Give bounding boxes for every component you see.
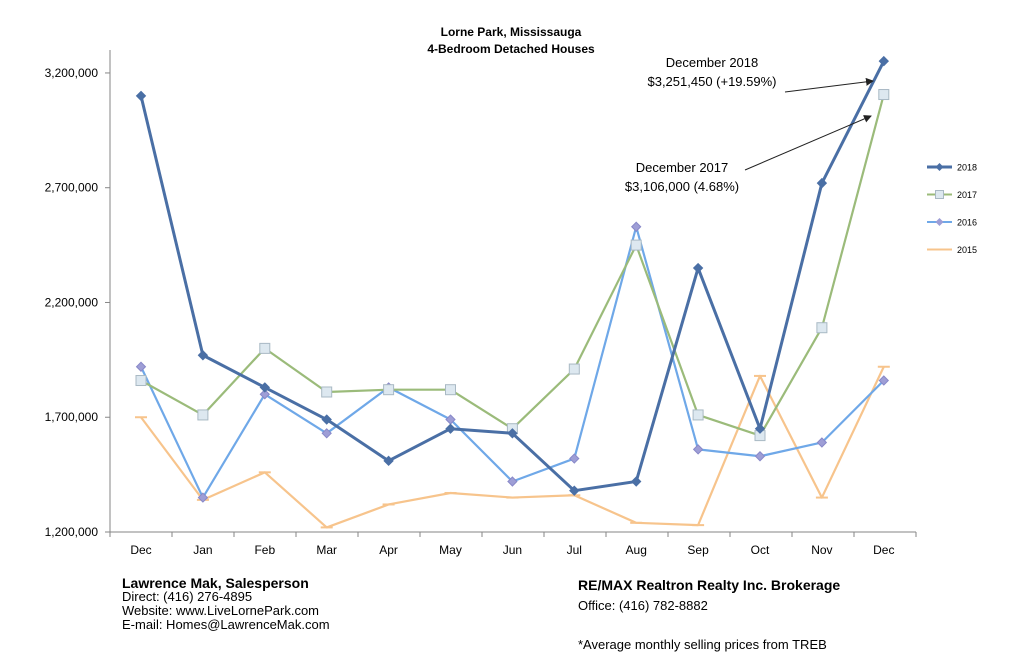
legend-label: 2018 (957, 163, 977, 173)
data-point (630, 221, 642, 232)
chart-subtitle: 4-Bedroom Detached Houses (427, 42, 595, 56)
legend-label: 2015 (957, 245, 977, 255)
legend-marker (935, 190, 944, 199)
broker-office: Office: (416) 782-8882 (578, 598, 708, 613)
data-point (135, 90, 147, 102)
series-2018 (135, 55, 890, 496)
data-point (692, 409, 704, 421)
data-point (259, 342, 271, 354)
series-2017 (135, 89, 890, 442)
data-point (692, 262, 704, 274)
agent-email[interactable]: E-mail: Homes@LawrenceMak.com (122, 617, 330, 632)
data-point (816, 177, 828, 189)
broker-name: RE/MAX Realtron Realty Inc. Brokerage (578, 577, 841, 593)
legend-item-2017: 2017 (927, 190, 977, 200)
data-point (754, 423, 766, 434)
x-tick-label: Dec (130, 543, 151, 557)
x-tick-label: Jun (503, 543, 522, 557)
data-point (321, 414, 332, 425)
data-point (878, 89, 890, 101)
legend-item-2015: 2015 (927, 245, 977, 255)
data-point (321, 386, 333, 398)
agent-website[interactable]: Website: www.LiveLornePark.com (122, 603, 320, 618)
legend-label: 2017 (957, 190, 977, 200)
data-point (197, 350, 209, 361)
x-tick-label: Feb (254, 543, 275, 557)
y-tick-label: 2,700,000 (45, 181, 99, 195)
annotation-value: $3,251,450 (+19.59%) (647, 74, 776, 89)
legend-marker (935, 163, 944, 171)
data-point (816, 322, 828, 334)
annotation-title: December 2018 (666, 55, 759, 70)
legend-marker (935, 218, 944, 226)
data-point (259, 382, 271, 393)
series-line-2015 (140, 366, 885, 529)
data-point (383, 455, 394, 467)
data-point (445, 384, 456, 396)
x-tick-label: Nov (811, 543, 832, 557)
y-tick-label: 1,200,000 (45, 525, 99, 539)
x-tick-label: Dec (873, 543, 894, 557)
x-tick-label: Oct (751, 543, 770, 557)
annotation-arrow (784, 77, 874, 93)
data-point (507, 428, 518, 439)
x-tick-label: May (439, 543, 462, 557)
data-point (259, 389, 271, 400)
data-point (816, 437, 828, 448)
data-point (630, 476, 642, 487)
data-point (878, 375, 890, 386)
x-tick-label: Sep (687, 543, 709, 557)
data-point (383, 384, 395, 396)
x-tick-label: Aug (626, 543, 647, 557)
data-point (507, 476, 518, 487)
data-point (135, 361, 147, 372)
annotation-title: December 2017 (636, 160, 729, 175)
data-point (754, 451, 766, 462)
annotation-dec-2018: December 2018 $3,251,450 (+19.59%) (647, 55, 874, 93)
agent-direct: Direct: (416) 276-4895 (122, 589, 253, 604)
data-point (197, 409, 209, 421)
legend-label: 2016 (957, 218, 977, 228)
data-point (692, 444, 704, 455)
chart-title: Lorne Park, Mississauga (441, 25, 582, 39)
x-tick-label: Mar (316, 543, 337, 557)
data-point (630, 239, 642, 251)
agent-name: Lawrence Mak, Salesperson (122, 575, 309, 591)
data-point (445, 423, 456, 434)
series-2015 (135, 365, 890, 529)
annotation-arrow (744, 115, 872, 171)
data-point (569, 485, 580, 496)
data-point (135, 375, 147, 387)
annotation-value: $3,106,000 (4.68%) (625, 179, 739, 194)
source-note: *Average monthly selling prices from TRE… (578, 637, 827, 652)
legend-item-2016: 2016 (927, 218, 977, 228)
y-tick-label: 2,200,000 (45, 295, 99, 309)
data-point (568, 363, 580, 375)
x-tick-label: Jan (193, 543, 212, 557)
y-tick-label: 3,200,000 (45, 66, 99, 80)
legend-item-2018: 2018 (927, 163, 977, 173)
data-point (197, 492, 209, 503)
data-point (321, 428, 332, 439)
x-tick-label: Apr (379, 543, 398, 557)
y-tick-label: 1,700,000 (45, 410, 99, 424)
line-chart: Lorne Park, Mississauga 4-Bedroom Detach… (45, 25, 977, 557)
x-tick-label: Jul (567, 543, 582, 557)
data-point (569, 453, 580, 464)
annotation-dec-2017: December 2017 $3,106,000 (4.68%) (625, 115, 872, 194)
data-point (878, 55, 890, 67)
